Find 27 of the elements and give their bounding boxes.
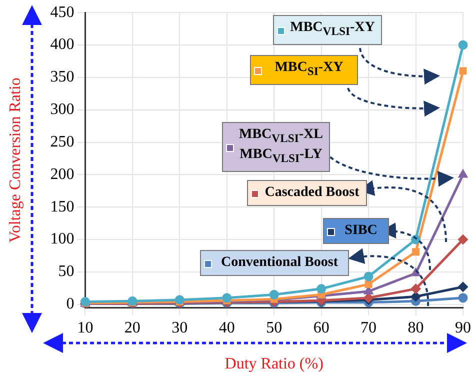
y-tick-label: 350	[50, 68, 74, 86]
y-tick-label: 100	[50, 230, 74, 248]
x-tick-label: 90	[455, 319, 471, 336]
legend-label: MBC$_{VLSI}$-XY	[290, 20, 375, 38]
x-tick-label: 80	[408, 319, 424, 336]
y-tick-label: 450	[50, 4, 74, 21]
y-tick-label: 400	[50, 36, 74, 54]
y-tick-label: 150	[50, 198, 74, 216]
y-axis-title: Voltage Conversion Ratio	[6, 78, 24, 243]
y-tick-label: 200	[50, 166, 74, 183]
text: MBC$_{VLSI}$-XL MBC$_{VLSI}$-LY	[238, 127, 323, 165]
legend-label: SIBC	[344, 223, 378, 238]
legend-label: Cascaded Boost	[264, 185, 360, 200]
y-tick-label: 300	[50, 101, 74, 118]
x-tick-label: 40	[218, 319, 235, 336]
legend-label: Conventional Boost	[220, 255, 338, 270]
y-tick-label: 50	[58, 263, 74, 280]
x-tick-label: 10	[77, 319, 94, 336]
x-tick-label: 30	[172, 319, 188, 336]
y-tick-label: 0	[66, 296, 74, 313]
x-tick-label: 20	[124, 319, 140, 336]
x-tick-label: 60	[313, 319, 330, 336]
x-tick-label: 70	[360, 319, 377, 336]
legend-label: MBC$_{SI}$-XY	[274, 60, 344, 78]
x-tick-label: 50	[266, 319, 282, 336]
y-tick-label: 250	[50, 133, 74, 150]
x-axis-title: Duty Ratio (%)	[224, 356, 324, 373]
